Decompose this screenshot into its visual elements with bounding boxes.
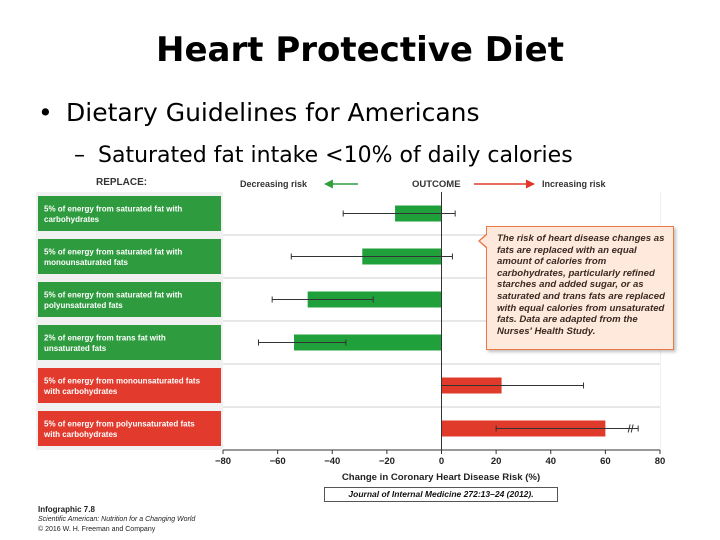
decreasing-risk-label: Decreasing risk xyxy=(240,179,308,189)
category-label: monounsaturated fats xyxy=(44,258,129,267)
x-tick-label: 0 xyxy=(439,456,444,467)
category-label-box xyxy=(38,411,221,446)
publication-name: Scientific American: Nutrition for a Cha… xyxy=(38,516,196,523)
category-label: 5% of energy from saturated fat with xyxy=(44,204,182,213)
x-tick-label: 60 xyxy=(600,456,611,467)
bullet-dot: • xyxy=(38,98,53,127)
bullet-level-1: • Dietary Guidelines for Americans xyxy=(38,98,480,127)
figure-label: Infographic 7.8 xyxy=(38,505,95,514)
bar xyxy=(294,334,442,351)
x-tick-label: 40 xyxy=(545,456,556,467)
category-label: 5% of energy from polyunsaturated fats xyxy=(44,419,195,428)
category-label: polyunsaturated fats xyxy=(44,301,123,310)
increasing-risk-label: Increasing risk xyxy=(542,179,607,189)
copyright: © 2016 W. H. Freeman and Company xyxy=(38,526,156,533)
x-tick-label: −20 xyxy=(379,456,395,467)
category-label: 2% of energy from trans fat with xyxy=(44,333,166,342)
category-label-box xyxy=(38,325,221,360)
category-label-box xyxy=(38,282,221,317)
category-label: unsaturated fats xyxy=(44,344,107,353)
category-label: with carbohydrates xyxy=(43,430,118,439)
callout-note: The risk of heart disease changes as fat… xyxy=(478,226,674,350)
x-axis-label: Change in Coronary Heart Disease Risk (%… xyxy=(342,472,540,483)
bullet-1-text: Dietary Guidelines for Americans xyxy=(66,98,480,127)
category-label: with carbohydrates xyxy=(43,387,118,396)
bar xyxy=(307,291,442,308)
category-label-box xyxy=(38,239,221,274)
x-tick-label: −60 xyxy=(270,456,286,467)
x-ticks: −80 −60 −40 −20 0 20 40 60 80 xyxy=(215,450,665,467)
outcome-header: OUTCOME xyxy=(412,179,461,190)
category-label-box xyxy=(38,368,221,403)
x-tick-label: −80 xyxy=(215,456,231,467)
slide-title: Heart Protective Diet xyxy=(156,30,564,70)
category-label-box xyxy=(38,196,221,231)
bullet-dash: – xyxy=(74,143,85,168)
bullet-2-text: Saturated fat intake <10% of daily calor… xyxy=(98,143,573,168)
replace-header: REPLACE: xyxy=(96,177,147,188)
bullet-level-2: – Saturated fat intake <10% of daily calo… xyxy=(74,143,573,168)
axis-break-mark xyxy=(627,424,634,433)
x-tick-label: −40 xyxy=(324,456,340,467)
category-labels: 5% of energy from saturated fat with carb… xyxy=(38,196,221,446)
category-label: carbohydrates xyxy=(44,215,100,224)
x-tick-label: 20 xyxy=(491,456,502,467)
category-label: 5% of energy from saturated fat with xyxy=(44,247,182,256)
x-tick-label: 80 xyxy=(655,456,666,467)
category-label: 5% of energy from monounsaturated fats xyxy=(44,376,201,385)
category-label: 5% of energy from saturated fat with xyxy=(44,290,182,299)
citation: Journal of Internal Medicine 272:13–24 (… xyxy=(324,487,558,502)
figure-credits: Infographic 7.8 Scientific American: Nut… xyxy=(38,505,195,535)
